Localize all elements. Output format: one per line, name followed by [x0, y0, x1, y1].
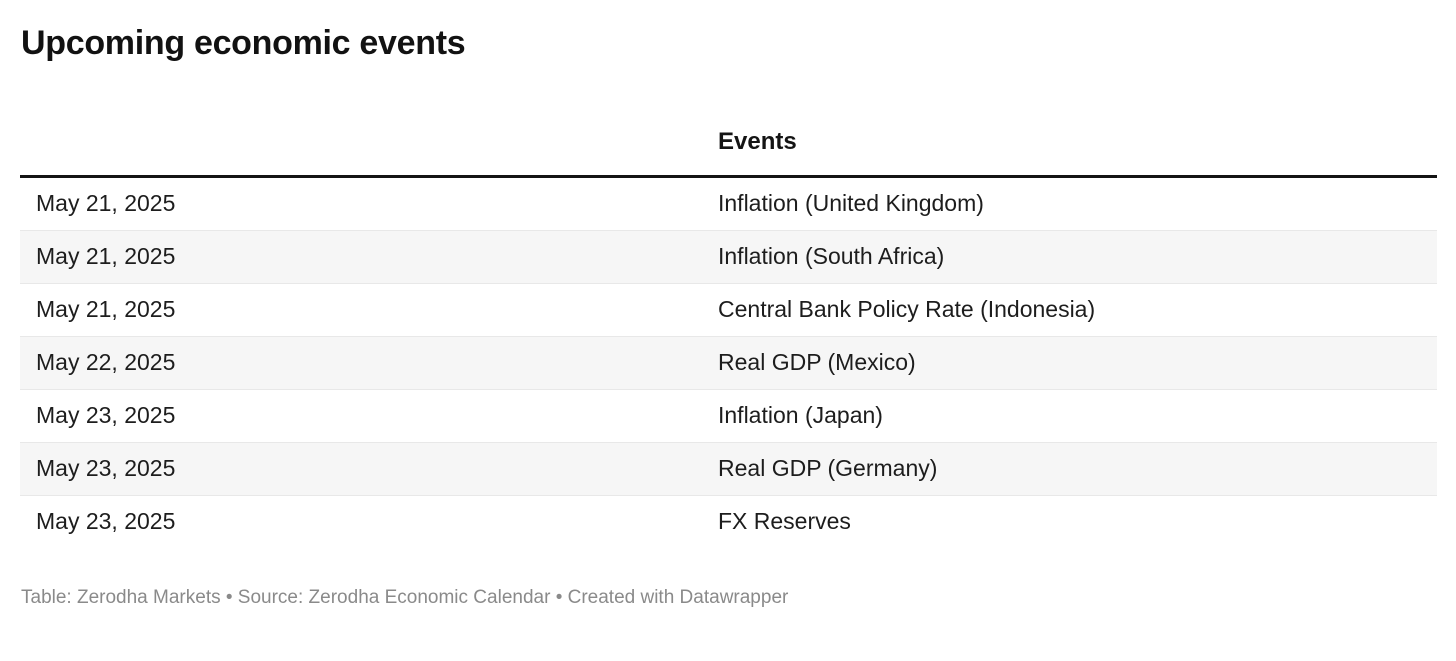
- event-name: Real GDP (Mexico): [718, 349, 916, 375]
- table-row: May 21, 2025 Central Bank Policy Rate (I…: [20, 283, 1437, 336]
- table-header: Events: [20, 127, 1437, 178]
- table-body: May 21, 2025 Inflation (United Kingdom) …: [20, 176, 1437, 548]
- table-row: May 23, 2025 FX Reserves: [20, 495, 1437, 548]
- event-date: May 21, 2025: [36, 190, 176, 216]
- attribution-footer: Table: Zerodha Markets • Source: Zerodha…: [21, 586, 789, 608]
- event-name: Real GDP (Germany): [718, 455, 938, 481]
- table-row: May 23, 2025 Real GDP (Germany): [20, 442, 1437, 495]
- chart-title: Upcoming economic events: [21, 24, 466, 62]
- table-row: May 22, 2025 Real GDP (Mexico): [20, 336, 1437, 389]
- date-column-header: [20, 127, 702, 178]
- datawrapper-table-chart: Upcoming economic events Events May 21, …: [0, 22, 1456, 661]
- event-date: May 21, 2025: [36, 243, 176, 269]
- event-name: Central Bank Policy Rate (Indonesia): [718, 296, 1096, 322]
- table-row: May 21, 2025 Inflation (South Africa): [20, 230, 1437, 283]
- table-row: May 21, 2025 Inflation (United Kingdom): [20, 176, 1437, 230]
- event-date: May 23, 2025: [36, 508, 176, 534]
- event-date: May 23, 2025: [36, 455, 176, 481]
- event-name: Inflation (South Africa): [718, 243, 945, 269]
- table-header-row: Events: [20, 127, 1437, 178]
- events-column-header: Events: [702, 127, 1437, 178]
- event-date: May 22, 2025: [36, 349, 176, 375]
- economic-events-table: Events May 21, 2025 Inflation (United Ki…: [20, 127, 1437, 548]
- event-name: FX Reserves: [718, 508, 851, 534]
- table-row: May 23, 2025 Inflation (Japan): [20, 389, 1437, 442]
- event-date: May 23, 2025: [36, 402, 176, 428]
- event-name: Inflation (United Kingdom): [718, 190, 984, 216]
- event-date: May 21, 2025: [36, 296, 176, 322]
- event-name: Inflation (Japan): [718, 402, 883, 428]
